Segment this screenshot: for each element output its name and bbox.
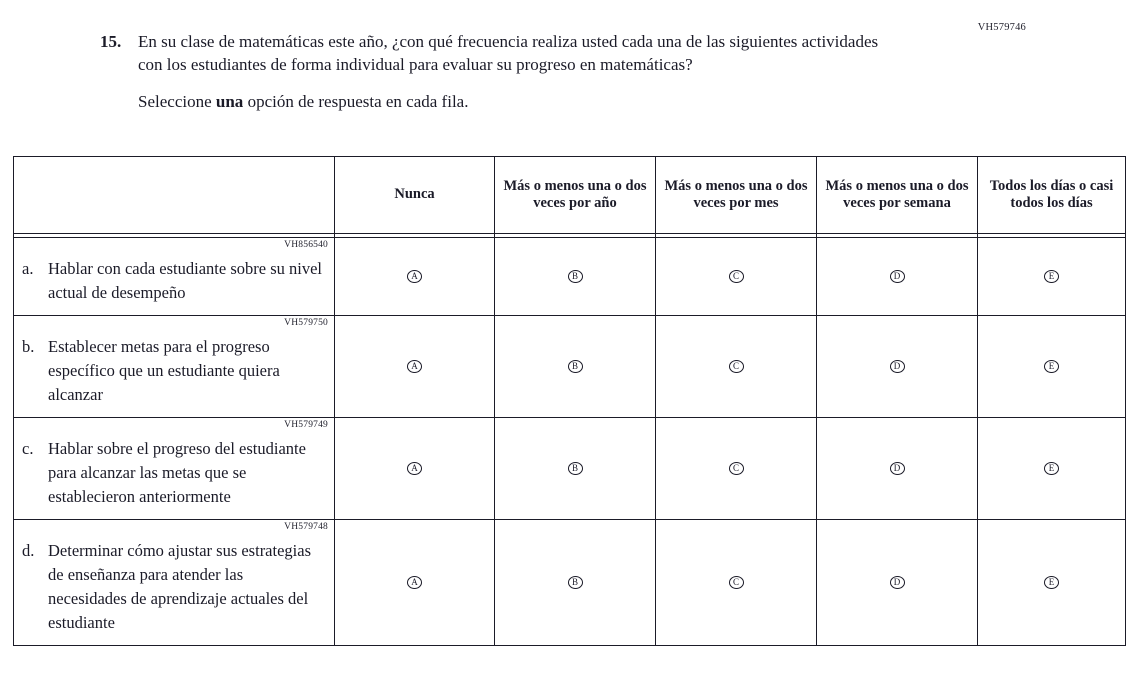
option-c-4[interactable]: E [977,417,1126,520]
matrix-body: VH856540 a. Hablar con cada estudiante s… [13,237,1126,646]
header-col-0: Nunca [334,156,495,234]
option-a-2[interactable]: C [655,237,817,316]
row-code-d: VH579748 [284,522,328,532]
response-matrix-table: Nunca Más o menos una o dos veces por añ… [13,156,1126,646]
radio-bubble-a[interactable]: A [407,462,422,476]
option-d-3[interactable]: D [816,519,978,646]
row-letter-d: d. [22,541,35,560]
row-code-c: VH579749 [284,420,328,430]
row-label-c: Hablar sobre el progreso del estudiante … [48,439,306,506]
row-letter-b: b. [22,337,35,356]
header-row: Nunca Más o menos una o dos veces por añ… [13,156,1126,234]
table-row: VH579749 c. Hablar sobre el progreso del… [13,417,1126,520]
radio-bubble-e[interactable]: E [1044,270,1059,284]
radio-bubble-b[interactable]: B [567,576,583,590]
header-col-2: Más o menos una o dos veces por mes [655,156,817,234]
option-a-0[interactable]: A [334,237,495,316]
option-c-2[interactable]: C [655,417,817,520]
radio-bubble-b[interactable]: B [567,360,583,374]
option-c-3[interactable]: D [816,417,978,520]
radio-bubble-d[interactable]: D [889,462,905,476]
option-d-1[interactable]: B [494,519,656,646]
radio-bubble-d[interactable]: D [889,576,905,590]
option-b-3[interactable]: D [816,315,978,418]
header-stem-column [13,156,335,234]
option-a-4[interactable]: E [977,237,1126,316]
row-stem-c: VH579749 c. Hablar sobre el progreso del… [13,417,335,520]
radio-bubble-d[interactable]: D [889,360,905,374]
option-b-1[interactable]: B [494,315,656,418]
header-col-4: Todos los días o casi todos los días [977,156,1126,234]
item-id-code: VH579746 [977,22,1026,33]
radio-bubble-c[interactable]: C [728,270,744,284]
instruction-before: Seleccione [138,92,216,111]
radio-bubble-e[interactable]: E [1044,576,1059,590]
question-text: En su clase de matemáticas este año, ¿co… [138,32,879,74]
row-stem-inner-c: c. Hablar sobre el progreso del estudian… [22,437,326,509]
option-b-2[interactable]: C [655,315,817,418]
option-b-0[interactable]: A [334,315,495,418]
table-row: VH856540 a. Hablar con cada estudiante s… [13,237,1126,316]
radio-bubble-c[interactable]: C [728,360,744,374]
option-d-4[interactable]: E [977,519,1126,646]
radio-bubble-c[interactable]: C [728,462,744,476]
option-a-3[interactable]: D [816,237,978,316]
rule-cell-4 [977,233,1126,238]
row-code-a: VH856540 [284,240,328,250]
radio-bubble-a[interactable]: A [407,270,422,284]
radio-bubble-e[interactable]: E [1044,462,1059,476]
radio-bubble-d[interactable]: D [889,270,905,284]
header-double-rule [13,233,1126,238]
row-label-a: Hablar con cada estudiante sobre su nive… [48,259,322,302]
row-stem-inner-a: a. Hablar con cada estudiante sobre su n… [22,257,326,305]
instruction-line: Seleccione una opción de respuesta en ca… [138,90,900,113]
radio-bubble-b[interactable]: B [567,270,583,284]
option-a-1[interactable]: B [494,237,656,316]
question-block: 15. En su clase de matemáticas este año,… [100,30,900,113]
row-letter-a: a. [22,259,34,278]
row-stem-d: VH579748 d. Determinar cómo ajustar sus … [13,519,335,646]
question-row: 15. En su clase de matemáticas este año,… [100,30,900,76]
row-stem-inner-d: d. Determinar cómo ajustar sus estrategi… [22,539,326,635]
radio-bubble-c[interactable]: C [728,576,744,590]
row-label-d: Determinar cómo ajustar sus estrategias … [48,541,311,632]
instruction-emphasis: una [215,92,244,111]
row-stem-b: VH579750 b. Establecer metas para el pro… [13,315,335,418]
table-row: VH579750 b. Establecer metas para el pro… [13,315,1126,418]
row-label-b: Establecer metas para el progreso especí… [48,337,280,404]
row-stem-inner-b: b. Establecer metas para el progreso esp… [22,335,326,407]
radio-bubble-e[interactable]: E [1044,360,1059,374]
row-stem-a: VH856540 a. Hablar con cada estudiante s… [13,237,335,316]
instruction-after: opción de respuesta en cada fila. [243,92,469,111]
header-col-3: Más o menos una o dos veces por semana [816,156,978,234]
option-b-4[interactable]: E [977,315,1126,418]
header-col-1: Más o menos una o dos veces por año [494,156,656,234]
option-c-0[interactable]: A [334,417,495,520]
matrix-header: Nunca Más o menos una o dos veces por añ… [13,156,1126,238]
radio-bubble-a[interactable]: A [407,576,422,590]
option-d-0[interactable]: A [334,519,495,646]
radio-bubble-a[interactable]: A [407,360,422,374]
question-number: 15. [100,32,122,51]
row-code-b: VH579750 [284,318,328,328]
row-letter-c: c. [22,439,34,458]
option-d-2[interactable]: C [655,519,817,646]
table-row: VH579748 d. Determinar cómo ajustar sus … [13,519,1126,646]
option-c-1[interactable]: B [494,417,656,520]
radio-bubble-b[interactable]: B [567,462,583,476]
